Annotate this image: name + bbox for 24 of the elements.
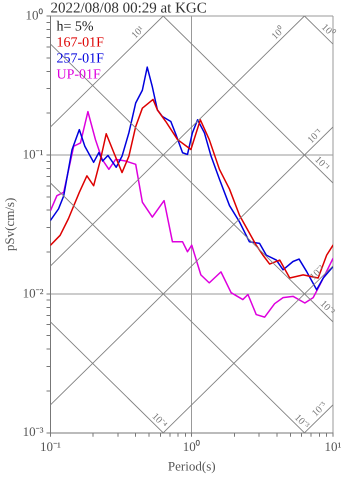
annotation: 10⁻³ bbox=[310, 400, 330, 420]
annotation: 10⁻² bbox=[308, 263, 328, 282]
annotation: 10⁰ bbox=[319, 21, 338, 40]
annotation: h= 5% bbox=[56, 20, 94, 35]
annotation: 10⁻¹ bbox=[312, 154, 332, 174]
chart-title: 2022/08/08 00:29 at KGC bbox=[50, 0, 207, 16]
x-axis-title: Period(s) bbox=[168, 458, 216, 474]
y-tick-label: 10⁻³ bbox=[22, 424, 44, 440]
text: UP-01F bbox=[56, 68, 102, 83]
y-axis-title: pSv(cm/s) bbox=[2, 198, 18, 252]
x-tick-label: 10¹ bbox=[324, 439, 342, 454]
x-tick-label: 10⁻¹ bbox=[40, 439, 62, 454]
annotation: 10⁻⁴ bbox=[149, 411, 170, 431]
annotation: 10¹ bbox=[129, 24, 146, 42]
annotation: 10⁰ bbox=[268, 24, 288, 42]
y-tick-label: 10⁰ bbox=[25, 7, 44, 22]
x-tick-label: 10⁰ bbox=[182, 439, 201, 454]
annotation: 10⁻¹ bbox=[306, 126, 325, 146]
text: 167-01F bbox=[56, 36, 104, 51]
y-tick-label: 10⁻² bbox=[22, 285, 44, 300]
text: 257-01F bbox=[56, 52, 104, 67]
annotation: 10⁻² bbox=[318, 298, 337, 318]
y-tick-label: 10⁻¹ bbox=[22, 146, 44, 162]
annotation: 10⁻³ bbox=[292, 412, 312, 432]
